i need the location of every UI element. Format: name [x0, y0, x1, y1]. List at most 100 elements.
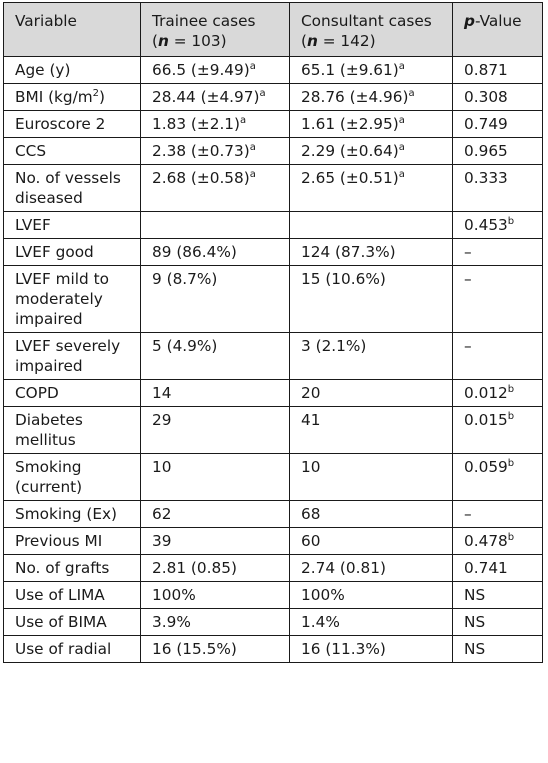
cell-consultant [289, 211, 453, 239]
cell-consultant-text: 20 [301, 384, 321, 402]
cell-variable-text: CCS [15, 142, 47, 160]
cell-variable-text: Use of LIMA [15, 586, 105, 604]
cell-p-value: 0.965 [452, 137, 543, 165]
cell-p-value: 0.333 [452, 164, 543, 212]
cell-variable: COPD [3, 379, 141, 407]
cell-consultant-text: 15 (10.6%) [301, 270, 386, 288]
cell-p-value: 0.015b [452, 406, 543, 454]
cell-trainee-text: 14 [152, 384, 172, 402]
cell-trainee-text: 100% [152, 586, 196, 604]
cell-variable: No. of grafts [3, 554, 141, 582]
cell-consultant: 124 (87.3%) [289, 238, 453, 266]
cell-consultant-text: 1.4% [301, 613, 340, 631]
cell-trainee: 5 (4.9%) [140, 332, 290, 380]
cell-consultant-text: 3 (2.1%) [301, 337, 367, 355]
cell-trainee: 10 [140, 453, 290, 501]
cell-variable: LVEF mild to moderately impaired [3, 265, 141, 333]
cell-trainee-text: 9 (8.7%) [152, 270, 218, 288]
header-consultant-label: Consultant cases [301, 12, 432, 30]
cell-variable-text: LVEF severely impaired [15, 337, 121, 375]
cell-trainee: 39 [140, 527, 290, 555]
cell-consultant: 100% [289, 581, 453, 609]
cell-trainee-footnote: a [249, 60, 256, 72]
cell-trainee-text: 3.9% [152, 613, 191, 631]
cell-consultant-text: 28.76 (±4.96) [301, 88, 409, 106]
header-trainee-n-symbol: n [157, 32, 169, 50]
cell-p-value-text: 0.741 [464, 559, 508, 577]
cell-consultant: 2.29 (±0.64)a [289, 137, 453, 165]
cell-variable-text: No. of grafts [15, 559, 110, 577]
cell-trainee-text: 16 (15.5%) [152, 640, 237, 658]
cell-p-value: 0.453b [452, 211, 543, 239]
cell-trainee-footnote: a [249, 168, 256, 180]
table-row: LVEF 0.453b [3, 211, 543, 239]
cell-p-value-text: NS [464, 640, 486, 658]
cell-consultant: 1.4% [289, 608, 453, 636]
cell-consultant-text: 1.61 (±2.95) [301, 115, 399, 133]
table-row: COPD 14 20 0.012b [3, 379, 543, 407]
table-row: No. of vessels diseased 2.68 (±0.58)a 2.65… [3, 164, 543, 212]
header-p-symbol: p [464, 12, 475, 30]
cell-variable: Use of radial [3, 635, 141, 663]
cell-trainee: 29 [140, 406, 290, 454]
cell-trainee-text: 39 [152, 532, 172, 550]
cell-variable-text: Age (y) [15, 61, 71, 79]
cell-trainee: 2.81 (0.85) [140, 554, 290, 582]
cell-consultant-footnote: a [398, 114, 405, 126]
cell-trainee-text: 1.83 (±2.1) [152, 115, 241, 133]
table-row: CCS 2.38 (±0.73) a 2.29 (±0.64)a 0.965 [3, 137, 543, 165]
cell-p-value-text: 0.015 [464, 411, 508, 429]
table-body: Age (y) 66.5 (±9.49)a 65.1 (±9.61)a 0.871 BM… [3, 56, 543, 663]
table-row: Use of radial 16 (15.5%) 16 (11.3%) NS [3, 635, 543, 663]
cell-p-value: 0.741 [452, 554, 543, 582]
cell-consultant-text: 68 [301, 505, 321, 523]
cell-consultant-text: 124 (87.3%) [301, 243, 396, 261]
cell-p-value: – [452, 332, 543, 380]
header-p-value: p-Value [452, 2, 543, 57]
table-row: LVEF severely impaired 5 (4.9%) 3 (2.1%) – [3, 332, 543, 380]
cell-variable: LVEF severely impaired [3, 332, 141, 380]
cell-p-value-text: NS [464, 613, 486, 631]
cell-p-value-text: 0.012 [464, 384, 508, 402]
cell-trainee: 1.83 (±2.1)a [140, 110, 290, 138]
header-p-suffix: -Value [474, 12, 522, 30]
header-consultant-n-prefix: ( [301, 32, 307, 50]
cell-trainee-text: 66.5 (±9.49) [152, 61, 250, 79]
header-trainee: Trainee cases (n = 103) [140, 2, 290, 57]
cell-trainee-text: 2.38 (±0.73) [152, 142, 250, 160]
table-row: No. of grafts 2.81 (0.85) 2.74 (0.81) 0.741 [3, 554, 543, 582]
cell-consultant-text: 16 (11.3%) [301, 640, 386, 658]
cell-variable-text: COPD [15, 384, 59, 402]
table-header-row: Variable Trainee cases (n = 103) Consult… [3, 2, 543, 57]
cell-trainee-text: 89 (86.4%) [152, 243, 237, 261]
cell-variable-text: Euroscore 2 [15, 115, 106, 133]
cell-p-value-text: – [464, 505, 472, 523]
cell-consultant: 65.1 (±9.61)a [289, 56, 453, 84]
header-consultant: Consultant cases (n = 142) [289, 2, 453, 57]
cell-p-value-footnote: b [507, 383, 515, 395]
cell-consultant-footnote: a [398, 141, 405, 153]
table-row: Smoking (Ex) 62 68 – [3, 500, 543, 528]
table-row: Use of LIMA 100% 100% NS [3, 581, 543, 609]
cell-variable-footnote: 2 [92, 87, 100, 99]
cell-trainee-text: 5 (4.9%) [152, 337, 218, 355]
cell-trainee: 89 (86.4%) [140, 238, 290, 266]
cell-p-value-text: 0.059 [464, 458, 508, 476]
cell-variable-suffix: ) [99, 88, 106, 106]
cell-trainee-text: 2.68 (±0.58) [152, 169, 250, 187]
cell-consultant: 28.76 (±4.96)a [289, 83, 453, 111]
cell-p-value-footnote: b [507, 531, 515, 543]
cell-variable-text: Smoking (Ex) [15, 505, 117, 523]
cell-variable: CCS [3, 137, 141, 165]
cell-p-value-text: 0.478 [464, 532, 508, 550]
cell-consultant-footnote: a [398, 168, 405, 180]
cell-p-value: – [452, 500, 543, 528]
cell-variable: Use of LIMA [3, 581, 141, 609]
cell-trainee-footnote: a [259, 87, 266, 99]
cell-variable-text: Previous MI [15, 532, 103, 550]
cell-trainee [140, 211, 290, 239]
cell-variable: LVEF good [3, 238, 141, 266]
cell-consultant: 68 [289, 500, 453, 528]
cell-consultant-text: 41 [301, 411, 321, 429]
cell-variable: Use of BIMA [3, 608, 141, 636]
